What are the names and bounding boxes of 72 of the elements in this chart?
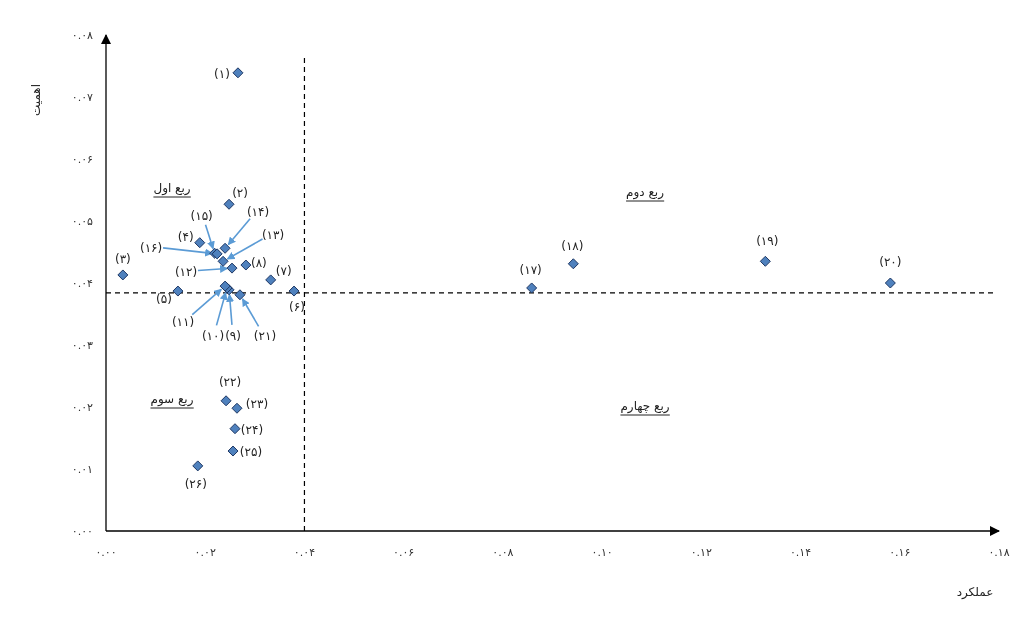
annotation: (۹) xyxy=(225,328,241,343)
annotation: (۱۷) xyxy=(519,262,542,277)
annotation: (۱۸) xyxy=(561,238,584,253)
y-tick-label: ۰.۰۷ xyxy=(71,91,94,104)
point xyxy=(229,423,241,435)
y-tick-label: ۰.۰۸ xyxy=(71,29,94,42)
annotation: (۱۹) xyxy=(756,234,779,249)
y-tick-label: ۰.۰۲ xyxy=(71,401,94,414)
point xyxy=(288,285,300,297)
point xyxy=(234,289,246,301)
x-axis-title: عملکرد xyxy=(956,585,994,600)
point xyxy=(231,402,243,414)
annotation: (۲۲) xyxy=(218,374,242,389)
x-tick-label: ۰.۱۰ xyxy=(591,546,613,559)
point xyxy=(567,258,579,270)
point xyxy=(526,282,538,294)
point xyxy=(265,274,277,286)
point xyxy=(884,277,896,289)
x-tick-label: ۰.۱۶ xyxy=(889,546,911,559)
y-tick-label: ۰.۰۶ xyxy=(71,153,93,166)
annotation: ربع اول xyxy=(153,181,191,196)
point xyxy=(226,262,238,274)
annotation: (۲۴) xyxy=(240,422,264,437)
annotation: (۲۵) xyxy=(239,445,263,460)
point xyxy=(217,255,229,267)
point xyxy=(240,259,252,271)
annotation: (۱) xyxy=(214,66,230,81)
annotation: (۱۵) xyxy=(190,209,213,224)
point xyxy=(223,198,235,210)
annotation: ربع چهارم xyxy=(620,399,670,414)
x-tick-label: ۰.۱۸ xyxy=(988,546,1010,559)
x-tick-label: ۰.۱۴ xyxy=(789,546,812,559)
annotation: ربع دوم xyxy=(626,185,665,200)
x-tick-label: ۰.۱۲ xyxy=(690,546,713,559)
x-tick-label: ۰.۰۶ xyxy=(393,546,415,559)
annotation: (۳) xyxy=(114,251,131,266)
point xyxy=(172,285,184,297)
annotation: (۷) xyxy=(275,263,292,278)
x-tick-label: ۰.۰۰ xyxy=(95,546,117,559)
x-tick-label: ۰.۰۲ xyxy=(194,546,216,559)
point xyxy=(117,269,129,281)
annotation: (۲۱) xyxy=(253,328,277,343)
annotation: (۱۳) xyxy=(261,228,285,243)
y-axis-title: اهمیت xyxy=(29,83,43,117)
point xyxy=(219,242,231,254)
annotation: (۱۰) xyxy=(201,328,225,343)
annotation: (۶) xyxy=(289,300,305,315)
annotation: (۱۶) xyxy=(140,240,163,255)
annotation: (۵) xyxy=(156,292,172,307)
y-tick-label: ۰.۰۳ xyxy=(71,339,94,352)
point xyxy=(759,255,771,267)
point xyxy=(194,237,206,249)
point xyxy=(220,395,232,407)
x-tick-label: ۰.۰۴ xyxy=(293,546,316,559)
annotation: (۲) xyxy=(232,186,248,201)
y-tick-label: ۰.۰۵ xyxy=(71,215,94,228)
y-tick-label: ۰.۰۰ xyxy=(71,525,93,538)
annotation: (۲۶) xyxy=(184,476,207,491)
x-tick-label: ۰.۰۸ xyxy=(492,546,514,559)
point xyxy=(227,445,239,457)
y-tick-label: ۰.۰۱ xyxy=(71,463,93,476)
annotation: (۸) xyxy=(251,256,267,271)
point xyxy=(192,460,204,472)
annotation: (۱۱) xyxy=(171,315,195,330)
y-tick-label: ۰.۰۴ xyxy=(71,277,94,290)
point xyxy=(232,67,244,79)
annotation: (۲۰) xyxy=(879,255,902,269)
annotation: (۴) xyxy=(177,229,194,244)
annotation: (۲۳) xyxy=(245,397,269,412)
annotation: (۱۴) xyxy=(246,205,270,220)
annotation: (۱۲) xyxy=(174,265,198,280)
annotation: ربع سوم xyxy=(150,392,194,407)
